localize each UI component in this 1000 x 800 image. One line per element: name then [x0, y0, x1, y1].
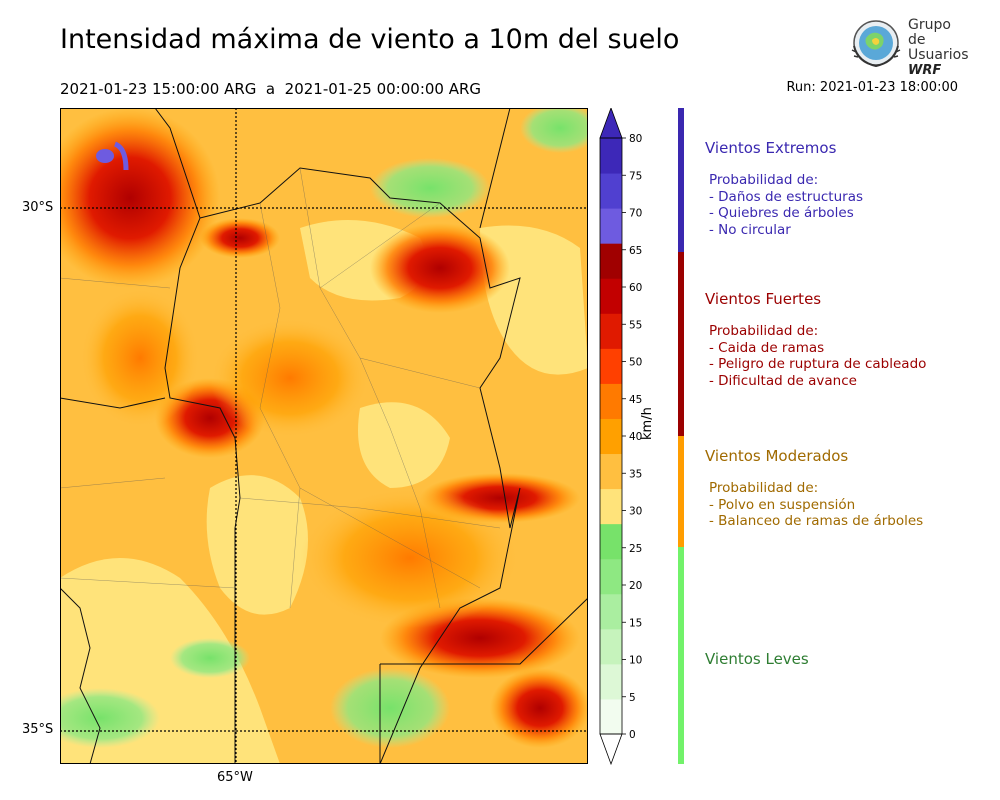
colorbar-tick-label: 65	[629, 245, 642, 257]
moderate-wind-center	[210, 318, 370, 438]
low-wind-zone-center	[206, 475, 308, 615]
colorbar-segment	[600, 278, 622, 314]
colorbar-max-arrow	[599, 108, 623, 139]
strong-wind-ese	[490, 668, 588, 748]
moderate-wind-s	[300, 488, 520, 628]
colorbar-tick-label: 80	[629, 133, 642, 145]
category-light-title: Vientos Leves	[705, 650, 809, 668]
colorbar-tick-label: 75	[629, 170, 642, 182]
lon-label-65w: 65°W	[217, 770, 253, 785]
legend-bar-light	[678, 547, 684, 764]
strong-wind-n	[370, 223, 510, 313]
colorbar-tick-label: 55	[629, 319, 642, 331]
desc-line: - Polvo en suspensión	[709, 496, 856, 513]
colorbar-segment	[600, 208, 622, 244]
calm-zone-w	[170, 638, 250, 678]
province-borders	[60, 108, 588, 764]
colorbar-tick-label: 10	[629, 655, 642, 667]
colorbar-tick-label: 50	[629, 357, 642, 369]
desc-line: - Dificultad de avance	[709, 372, 857, 389]
globe-logo-icon	[851, 20, 901, 68]
colorbar: 0 5 10 15 20 25 30 35 40 45 50 55 60 65 70 75 80	[599, 108, 642, 766]
colorbar-segment	[600, 348, 622, 384]
colorbar-tick-label: 0	[629, 729, 636, 741]
moderate-wind-w	[80, 288, 200, 428]
grupo-wrf-logo: Grupo de Usuarios WRF	[848, 16, 969, 78]
category-moderate-desc: Probabilidad de: - Polvo en suspensión -…	[709, 480, 923, 530]
colorbar-segment	[600, 488, 622, 525]
colorbar-segment	[600, 663, 622, 700]
calm-zone-ne	[520, 108, 588, 153]
colorbar-segment	[600, 558, 622, 595]
category-moderate-title: Vientos Moderados	[705, 447, 849, 465]
colorbar-tick-label: 30	[629, 506, 642, 518]
desc-line: - Peligro de ruptura de cableado	[709, 356, 927, 372]
colorbar-min-arrow	[599, 733, 623, 766]
calm-zone-s	[330, 668, 450, 748]
colorbar-tick-label: 45	[629, 394, 642, 406]
low-wind-zone-e	[358, 402, 450, 488]
colorbar-unit: km/h	[640, 407, 655, 440]
desc-line: Probabilidad de:	[709, 172, 819, 188]
desc-line: - Quiebres de árboles	[709, 205, 854, 221]
logo-line-2: Usuarios	[908, 47, 969, 63]
forecast-period: 2021-01-23 15:00:00 ARG a 2021-01-25 00:…	[60, 80, 482, 98]
desc-line: Probabilidad de:	[709, 323, 819, 339]
colorbar-segment	[600, 173, 622, 209]
extreme-wind-streak	[113, 141, 129, 171]
calm-zone-n	[370, 158, 490, 218]
colorbar-tick-label: 35	[629, 468, 642, 480]
colorbar-segment	[600, 383, 622, 419]
map-frame	[60, 108, 588, 764]
legend-bar-moderate	[678, 436, 684, 547]
lat-label-35s: 35°S	[22, 722, 54, 737]
category-strong-desc: Probabilidad de: - Caida de ramas - Peli…	[709, 323, 926, 389]
colorbar-segment	[600, 698, 622, 735]
legend-bar-strong	[678, 252, 684, 436]
desc-line: - No circular	[709, 221, 791, 238]
strong-wind-nc	[200, 218, 280, 258]
lat-label-30s: 30°S	[22, 200, 54, 215]
colorbar-segment	[600, 418, 622, 455]
colorbar-segment	[600, 593, 622, 630]
category-strong-title: Vientos Fuertes	[705, 290, 822, 308]
logo-line-3: WRF	[908, 63, 942, 78]
run-time: Run: 2021-01-23 18:00:00	[786, 80, 958, 95]
category-extreme-title: Vientos Extremos	[705, 139, 837, 157]
colorbar-tick-label: 5	[629, 692, 636, 704]
wind-map	[60, 108, 588, 764]
calm-zone-sw	[60, 688, 160, 748]
department-borders	[60, 167, 501, 609]
desc-line: - Caida de ramas	[709, 339, 825, 356]
colorbar-tick-label: 25	[629, 543, 642, 555]
colorbar-segment	[600, 243, 622, 279]
category-extreme-desc: Probabilidad de: - Daños de estructuras …	[709, 172, 863, 238]
colorbar-segment	[600, 138, 622, 174]
colorbar-tick-label: 20	[629, 580, 642, 592]
map-title: Intensidad máxima de viento a 10m del su…	[60, 24, 680, 55]
desc-line: - Daños de estructuras	[709, 188, 864, 205]
logo-line-1: Grupo de	[908, 17, 951, 48]
colorbar-segment	[600, 313, 622, 349]
colorbar-tick-label: 70	[629, 208, 642, 220]
legend-bar-extreme	[678, 108, 684, 252]
extreme-wind-spot	[96, 149, 114, 163]
desc-line: Probabilidad de:	[709, 480, 819, 496]
colorbar-tick-label: 60	[629, 282, 642, 294]
colorbar-tick-label: 40	[629, 431, 642, 443]
colorbar-tick-label: 15	[629, 617, 642, 629]
colorbar-segment	[600, 523, 622, 560]
desc-line: - Balanceo de ramas de árboles	[709, 513, 924, 529]
colorbar-segment	[600, 453, 622, 490]
colorbar-segment	[600, 628, 622, 665]
